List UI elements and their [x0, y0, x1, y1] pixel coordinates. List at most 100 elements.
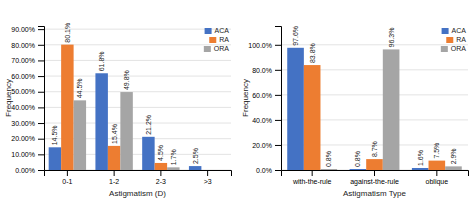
tick: 10.00%: [11, 151, 44, 158]
axis-line: [38, 27, 45, 171]
series: [320, 49, 461, 170]
bar: [287, 48, 304, 170]
tick-label: 40.00%: [11, 104, 35, 111]
tick-label: 1-2: [109, 178, 119, 185]
bar: [366, 159, 383, 170]
data-label: 2.5%: [192, 148, 199, 164]
bar: [95, 73, 107, 170]
legend-swatch: [204, 46, 211, 52]
tick-label: with-the-rule: [292, 178, 332, 185]
series: [74, 92, 180, 170]
data-label: 1.7%: [170, 149, 177, 165]
data-label: 44.5%: [76, 78, 83, 98]
tick-label: 80.0%: [252, 67, 272, 74]
bar: [155, 163, 167, 170]
legend-item: ORA: [204, 45, 230, 52]
tick-mark: [436, 170, 437, 176]
tick: against-the-rule: [350, 170, 399, 186]
grid-line: [44, 29, 231, 30]
tick-label: oblique: [426, 178, 449, 186]
tick: 2-3: [156, 170, 166, 185]
bar: [61, 45, 73, 170]
legend: ACARAORA: [441, 27, 467, 52]
tick-label: 10.00%: [11, 151, 35, 158]
data-labels: 14.5%61.8%21.2%2.5%80.1%15.4%4.5%44.5%49…: [51, 23, 198, 166]
tick: 60.00%: [11, 73, 44, 80]
tick-mark: [38, 139, 44, 140]
tick-label: 80.00%: [11, 42, 35, 49]
tick-label: 2-3: [156, 178, 166, 185]
data-label: 15.4%: [111, 124, 118, 144]
tick: 90.00%: [11, 26, 44, 33]
tick-label: against-the-rule: [350, 178, 399, 186]
tick-label: 50.00%: [11, 88, 35, 95]
legend-swatch: [446, 37, 453, 43]
x-axis: with-the-rule against-the-rule oblique: [282, 170, 469, 186]
legend-label: ACA: [452, 27, 467, 34]
tick: >3: [204, 170, 212, 185]
legend-label: ACA: [215, 27, 230, 34]
tick-mark: [38, 60, 44, 61]
series: [304, 65, 445, 170]
data-label: 7.5%: [433, 143, 440, 159]
x-axis-title: Astigmatism (D): [109, 189, 166, 198]
tick-mark: [275, 145, 281, 146]
tick-label: >3: [204, 178, 212, 185]
tick-mark: [275, 95, 281, 96]
bar: [304, 65, 321, 170]
tick: 0.00%: [15, 167, 44, 174]
tick-mark: [38, 123, 44, 124]
bar: [142, 137, 154, 170]
bar: [167, 167, 179, 170]
bar: [350, 169, 367, 170]
legend-item: ACA: [442, 27, 467, 34]
bar: [49, 147, 61, 170]
bars: [287, 48, 462, 170]
axis-line: [275, 27, 282, 171]
tick-mark: [38, 107, 44, 108]
tick: oblique: [426, 170, 449, 186]
bar: [320, 169, 337, 170]
legend-swatch: [442, 28, 449, 34]
plot-area: 0.0%20.0%40.0%60.0%80.0%100.0%with-the-r…: [248, 26, 468, 186]
data-label: 97.6%: [292, 26, 299, 46]
tick-label: 0-1: [62, 178, 72, 185]
tick: 80.00%: [11, 42, 44, 49]
y-axis-title: Frequency: [241, 79, 250, 117]
tick-label: 20.0%: [252, 142, 272, 149]
bar: [445, 166, 462, 170]
tick-mark: [207, 170, 208, 176]
tick: 40.0%: [252, 117, 281, 124]
data-label: 0.8%: [354, 151, 361, 167]
bar: [201, 170, 213, 171]
tick-label: 70.00%: [11, 57, 35, 64]
data-label: 4.5%: [157, 145, 164, 161]
bar: [74, 100, 86, 170]
tick-mark: [275, 45, 281, 46]
y-axis: 0.0%20.0%40.0%60.0%80.0%100.0%: [248, 27, 281, 174]
tick-mark: [275, 170, 281, 171]
x-axis-title: Astigmatism Type: [343, 189, 407, 198]
tick-label: 0.00%: [15, 167, 35, 174]
tick: 40.00%: [11, 104, 44, 111]
data-label: 14.5%: [51, 125, 58, 145]
tick-mark: [38, 170, 44, 171]
legend: ACARAORA: [204, 27, 230, 52]
legend-swatch: [205, 28, 212, 34]
tick-mark: [312, 170, 313, 176]
tick: 60.0%: [252, 92, 281, 99]
y-axis-title: Frequency: [4, 79, 13, 117]
series: [61, 45, 167, 170]
plot-area: 0.00%10.00%20.00%30.00%40.00%50.00%60.00…: [11, 23, 231, 185]
data-label: 0.8%: [325, 151, 332, 167]
tick-mark: [374, 170, 375, 176]
bar: [412, 168, 429, 170]
grid: [44, 29, 231, 170]
legend-swatch: [209, 37, 216, 43]
bar: [120, 92, 132, 170]
tick-mark: [38, 154, 44, 155]
tick-mark: [114, 170, 115, 176]
bar: [383, 49, 400, 170]
axis-line: [45, 171, 232, 177]
tick-mark: [38, 76, 44, 77]
